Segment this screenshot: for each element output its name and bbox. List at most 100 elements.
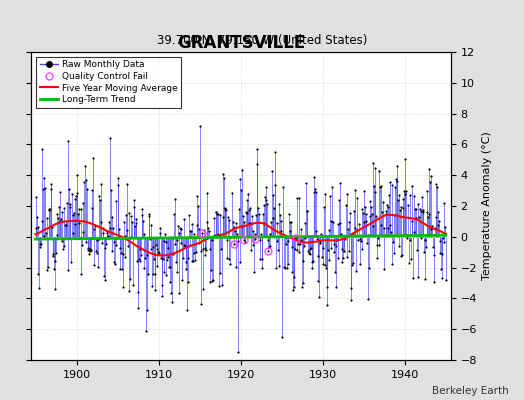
Point (158, 282, 167, 288)
Point (430, 252, 439, 258)
Point (141, 328, 150, 334)
Point (329, 240, 337, 247)
Point (345, 248, 354, 254)
Point (198, 230, 206, 236)
Point (359, 188, 368, 195)
Point (323, 284, 332, 290)
Point (300, 243, 308, 250)
Point (108, 214, 116, 220)
Point (253, 161, 261, 167)
Point (70, 210, 78, 216)
Point (227, 234, 236, 241)
Point (372, 213, 380, 220)
Point (93, 250, 101, 256)
Point (182, 259, 190, 265)
Point (410, 228, 419, 235)
Point (265, 244, 274, 250)
Point (304, 250, 313, 256)
Point (117, 250, 125, 257)
Point (398, 252, 406, 258)
Point (202, 247, 210, 253)
Point (388, 182, 396, 188)
Point (259, 220, 268, 226)
Point (411, 205, 419, 212)
Point (391, 176, 400, 182)
Point (267, 219, 276, 225)
Point (269, 192, 277, 198)
Point (67, 258, 75, 265)
Point (403, 232, 412, 238)
Point (208, 278, 216, 284)
Point (259, 211, 267, 217)
Point (49, 253, 57, 259)
Point (181, 243, 189, 249)
Point (38, 146, 46, 152)
Point (239, 213, 247, 220)
Point (94, 264, 102, 270)
Point (91, 223, 100, 229)
Point (65, 186, 73, 192)
Point (376, 184, 384, 190)
Point (348, 230, 357, 236)
Point (431, 214, 440, 221)
Point (99, 230, 107, 236)
Point (277, 228, 285, 234)
Point (73, 190, 82, 196)
Point (54, 204, 63, 211)
Point (189, 258, 197, 265)
Point (412, 215, 421, 221)
Point (85, 251, 93, 257)
Point (406, 192, 414, 198)
Point (313, 253, 322, 259)
Point (324, 256, 333, 263)
Point (370, 189, 379, 196)
Point (163, 257, 171, 263)
Point (392, 178, 401, 184)
Point (416, 206, 424, 212)
Point (406, 237, 414, 243)
Point (309, 258, 317, 264)
Point (238, 222, 247, 229)
Point (360, 219, 368, 226)
Point (113, 235, 121, 241)
Point (85, 246, 94, 252)
Point (205, 246, 214, 252)
Point (407, 183, 416, 190)
Point (63, 200, 71, 206)
Point (343, 190, 352, 197)
Point (86, 248, 94, 254)
Point (299, 258, 307, 264)
Point (82, 177, 91, 183)
Point (243, 210, 252, 216)
Point (110, 239, 118, 245)
Point (128, 218, 136, 225)
Point (134, 305, 143, 312)
Point (57, 216, 65, 222)
Point (220, 175, 228, 181)
Point (298, 284, 306, 290)
Point (310, 173, 318, 180)
Point (78, 241, 86, 248)
Point (283, 260, 292, 267)
Point (320, 204, 328, 210)
Point (185, 212, 193, 218)
Point (163, 244, 172, 251)
Point (437, 266, 445, 272)
Point (432, 181, 441, 188)
Point (351, 225, 359, 231)
Point (409, 275, 417, 281)
Point (92, 237, 101, 243)
Point (170, 240, 179, 247)
Point (159, 256, 167, 262)
Point (247, 246, 256, 253)
Point (154, 262, 162, 269)
Point (237, 187, 245, 194)
Point (352, 268, 361, 274)
Point (337, 231, 345, 238)
Point (125, 288, 134, 294)
Point (140, 231, 149, 237)
Point (81, 162, 89, 169)
Point (402, 234, 411, 241)
Point (181, 266, 190, 272)
Point (249, 228, 258, 234)
